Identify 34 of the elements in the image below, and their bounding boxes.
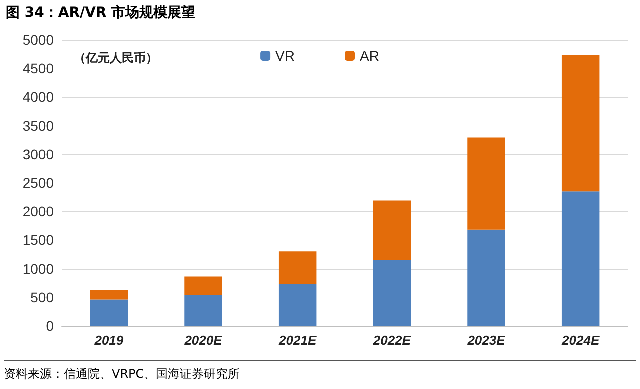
- y-tick-label: 3000: [22, 146, 54, 162]
- x-tick-label: 2024E: [561, 333, 600, 348]
- y-axis-title: （亿元人民币）: [74, 51, 158, 65]
- y-tick-label: 2500: [22, 175, 54, 191]
- x-tick-label: 2023E: [466, 333, 506, 348]
- bar: [373, 260, 412, 326]
- legend-label: VR: [276, 48, 296, 64]
- bar: [90, 300, 128, 326]
- text: 资料来源：信通院、VRPC、国海证券研究所: [4, 366, 240, 383]
- bar: [278, 284, 317, 326]
- y-tick-label: 3500: [22, 118, 54, 134]
- bar: [562, 55, 600, 192]
- bar: [468, 138, 506, 230]
- bar: [184, 295, 222, 326]
- legend-label: AR: [360, 48, 380, 64]
- x-tick-label: 2020E: [184, 333, 223, 348]
- y-tick-label: 5000: [22, 32, 54, 48]
- bar: [468, 230, 506, 326]
- y-tick-label: 2000: [22, 204, 54, 220]
- y-tick-label: 500: [30, 289, 54, 306]
- bar: [184, 276, 222, 296]
- y-tick-label: 0: [46, 318, 54, 334]
- bar: [90, 290, 128, 300]
- chart-title: 图 34：AR/VR 市场规模展望: [6, 4, 196, 22]
- y-tick-label: 1000: [22, 260, 54, 277]
- x-tick-label: 2021E: [278, 333, 317, 348]
- x-tick-label: 2019: [94, 333, 124, 348]
- x-tick-label: 2022E: [372, 333, 412, 348]
- y-tick-label: 4500: [22, 60, 54, 77]
- bar: [562, 192, 600, 326]
- y-tick-label: 4000: [22, 89, 54, 106]
- y-tick-label: 1500: [22, 232, 54, 248]
- bar: [373, 200, 412, 260]
- bar: [278, 252, 317, 284]
